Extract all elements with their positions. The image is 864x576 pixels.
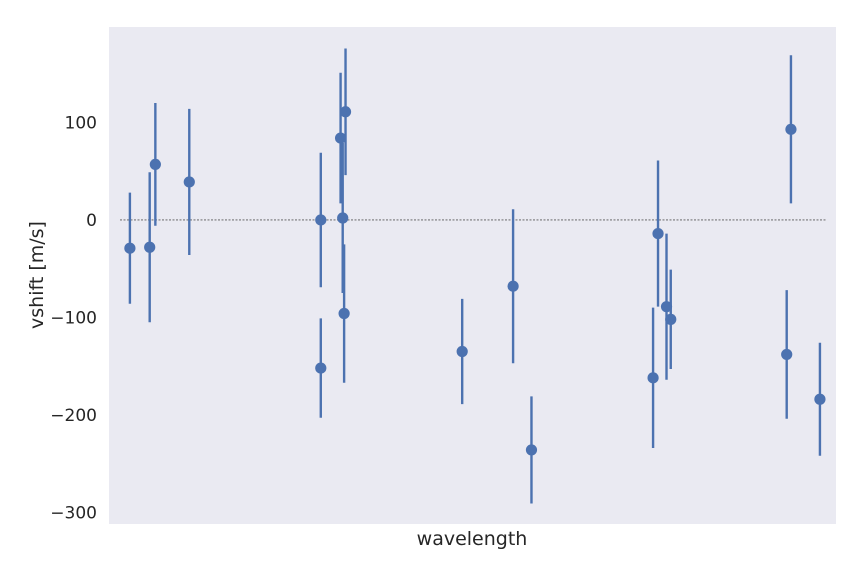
y-tick-label: 100	[65, 114, 97, 134]
data-point	[183, 176, 195, 188]
data-point	[149, 158, 161, 171]
data-point	[814, 393, 826, 405]
data-point	[456, 345, 468, 358]
data-point	[525, 444, 538, 456]
data-point	[315, 362, 327, 374]
y-axis-ticks: 100 0 −100 −200 −300	[50, 114, 97, 524]
plot-area	[109, 27, 836, 524]
data-series	[124, 48, 826, 504]
data-point	[339, 106, 352, 118]
data-point	[652, 227, 664, 240]
data-point	[144, 241, 156, 253]
data-point	[785, 123, 797, 135]
y-tick-label: −300	[50, 503, 97, 523]
y-tick-label: −200	[50, 406, 97, 426]
data-point	[660, 301, 673, 313]
data-point	[781, 348, 793, 361]
data-point	[334, 132, 347, 144]
data-point	[647, 372, 659, 384]
y-tick-label: −100	[50, 308, 97, 328]
data-point	[338, 307, 350, 320]
data-point	[124, 242, 136, 254]
data-point	[337, 212, 349, 224]
data-point	[665, 313, 677, 325]
x-axis-label: wavelength	[417, 528, 528, 550]
data-point	[507, 280, 519, 292]
y-tick-label: 0	[86, 211, 97, 231]
y-axis-label: vshift [m/s]	[26, 221, 48, 329]
data-point	[315, 214, 327, 226]
